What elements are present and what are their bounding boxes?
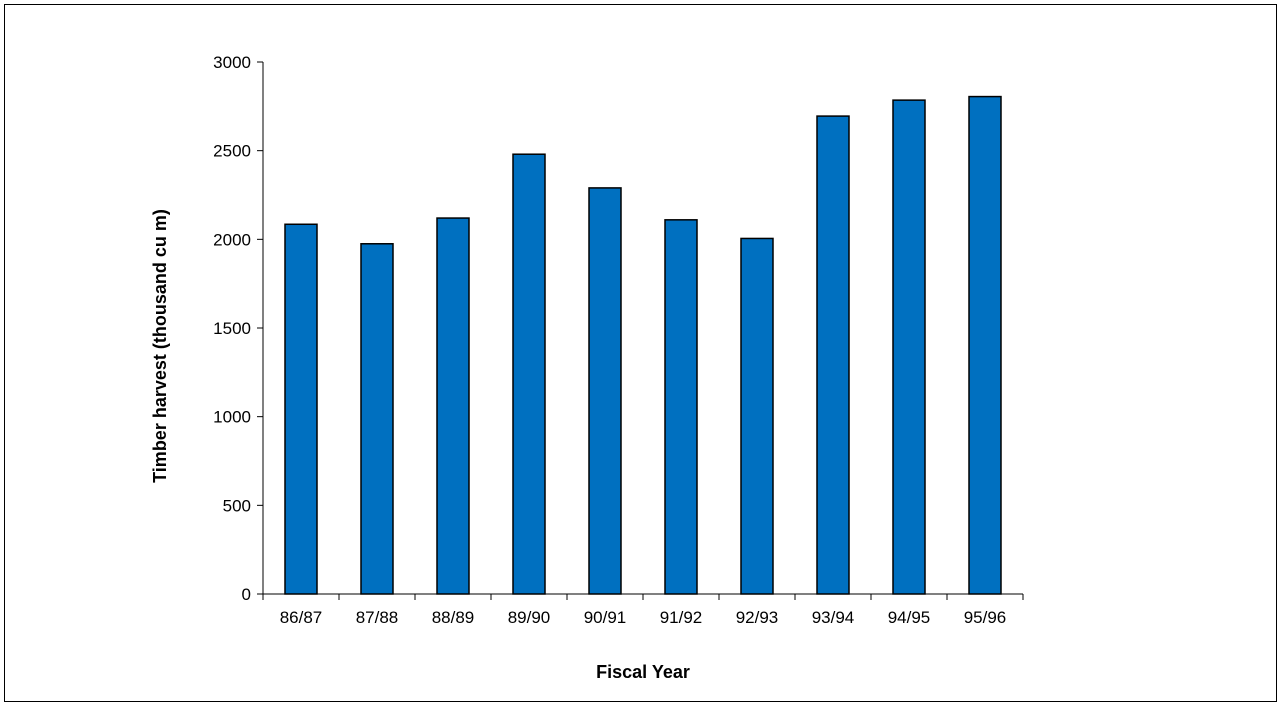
y-tick-label: 2500 — [213, 142, 251, 161]
y-axis: 0 500 1000 1500 2000 2500 3000 — [213, 53, 264, 604]
bar-87-88 — [360, 243, 394, 595]
x-axis: 86/87 87/88 88/89 89/90 90/91 91/92 92/93 93/94… — [262, 593, 1024, 627]
x-tick-label: 88/89 — [432, 608, 475, 627]
bar-91-92 — [664, 219, 698, 595]
bar-86-87 — [284, 223, 318, 595]
x-tick-label: 87/88 — [356, 608, 399, 627]
y-tick-label: 1500 — [213, 319, 251, 338]
y-tick-label: 1000 — [213, 408, 251, 427]
y-tick-label: 2000 — [213, 230, 251, 249]
bar-88-89 — [436, 217, 470, 595]
x-tick-label: 94/95 — [888, 608, 931, 627]
y-tick-label: 3000 — [213, 53, 251, 72]
bar-95-96 — [968, 95, 1002, 595]
y-tick-label: 500 — [223, 496, 251, 515]
x-tick-label: 91/92 — [660, 608, 703, 627]
x-axis-title: Fiscal Year — [596, 662, 690, 682]
x-tick-label: 90/91 — [584, 608, 627, 627]
bar-94-95 — [892, 99, 926, 595]
chart-frame: 0 500 1000 1500 2000 2500 3000 86/87 87/88 88/89… — [4, 4, 1277, 702]
bar-92-93 — [740, 237, 774, 595]
bar-chart: 0 500 1000 1500 2000 2500 3000 86/87 87/88 88/89… — [150, 53, 1024, 682]
y-axis-title: Timber harvest (thousand cu m) — [150, 209, 170, 483]
x-tick-label: 93/94 — [812, 608, 855, 627]
x-tick-label: 86/87 — [280, 608, 323, 627]
bar-90-91 — [588, 187, 622, 595]
x-tick-label: 89/90 — [508, 608, 551, 627]
x-tick-label: 95/96 — [964, 608, 1007, 627]
bar-93-94 — [816, 115, 850, 595]
bar-89-90 — [512, 153, 546, 595]
y-tick-label: 0 — [242, 585, 251, 604]
x-tick-label: 92/93 — [736, 608, 779, 627]
bars-group — [284, 95, 1002, 595]
